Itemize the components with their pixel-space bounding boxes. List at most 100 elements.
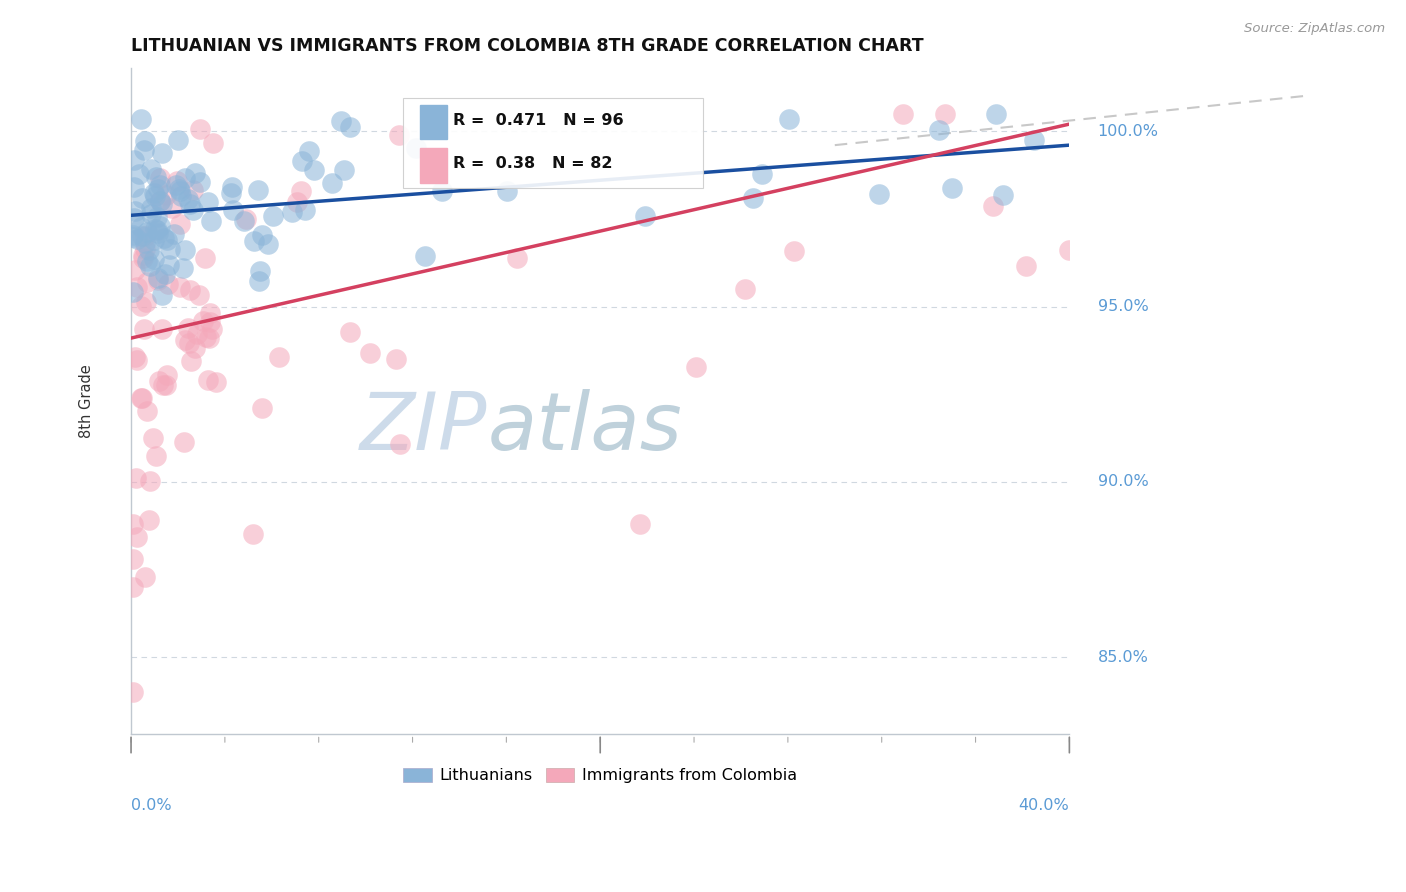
Point	[155, 378, 177, 392]
Point	[194, 329, 217, 343]
Point	[122, 230, 145, 244]
Point	[124, 180, 146, 194]
Point	[138, 513, 160, 527]
Point	[142, 186, 165, 200]
Point	[127, 353, 149, 368]
Point	[201, 136, 224, 150]
Point	[219, 186, 242, 200]
Point	[122, 580, 145, 594]
Point	[297, 145, 319, 159]
Point	[249, 264, 271, 278]
Point	[125, 471, 148, 485]
Point	[221, 203, 243, 218]
Point	[138, 243, 160, 257]
Point	[177, 336, 200, 351]
Point	[152, 231, 174, 245]
Text: 0.0%: 0.0%	[131, 797, 172, 813]
Point	[221, 180, 243, 194]
Point	[148, 374, 170, 388]
Point	[146, 210, 169, 224]
FancyBboxPatch shape	[420, 148, 447, 183]
Point	[139, 474, 162, 488]
Point	[146, 273, 169, 287]
Point	[122, 153, 145, 168]
Point	[201, 322, 224, 336]
Point	[177, 192, 200, 206]
Point	[155, 187, 177, 202]
Point	[129, 391, 152, 405]
Point	[143, 222, 166, 236]
Point	[153, 267, 176, 281]
Point	[628, 516, 651, 531]
Point	[246, 183, 269, 197]
Point	[131, 229, 153, 244]
Point	[149, 219, 172, 233]
Point	[167, 181, 190, 195]
Point	[233, 214, 256, 228]
Point	[141, 207, 163, 221]
Point	[122, 552, 145, 566]
Point	[156, 368, 179, 382]
Point	[166, 174, 188, 188]
Point	[134, 235, 156, 250]
Point	[339, 120, 361, 134]
Point	[180, 354, 202, 368]
Point	[388, 128, 411, 143]
Point	[181, 202, 204, 217]
Text: 95.0%: 95.0%	[1098, 299, 1149, 314]
Point	[157, 258, 180, 272]
Point	[204, 375, 226, 389]
Point	[302, 162, 325, 177]
Point	[506, 251, 529, 265]
Point	[139, 259, 162, 273]
Point	[122, 685, 145, 699]
Point	[134, 229, 156, 244]
Point	[868, 186, 890, 201]
Point	[173, 171, 195, 186]
Point	[129, 219, 152, 234]
Point	[186, 327, 208, 342]
Point	[981, 199, 1004, 213]
Point	[197, 373, 219, 387]
Point	[634, 210, 657, 224]
Point	[135, 254, 157, 268]
Point	[685, 359, 707, 374]
Point	[734, 282, 756, 296]
Point	[139, 162, 162, 177]
Point	[934, 106, 956, 120]
Point	[131, 391, 153, 405]
Text: ZIP: ZIP	[360, 389, 488, 467]
Point	[124, 350, 146, 364]
Point	[198, 306, 221, 320]
Point	[993, 188, 1015, 202]
Point	[150, 322, 173, 336]
Point	[291, 154, 314, 169]
Point	[333, 163, 356, 178]
Point	[778, 112, 800, 127]
Text: 100.0%: 100.0%	[1098, 124, 1159, 138]
Point	[419, 166, 441, 180]
Point	[1022, 133, 1045, 147]
Point	[135, 403, 157, 417]
Point	[198, 331, 221, 345]
Point	[1057, 243, 1080, 257]
Point	[169, 184, 191, 198]
Point	[129, 112, 152, 127]
Point	[122, 516, 145, 531]
Point	[139, 202, 162, 216]
Point	[131, 191, 153, 205]
Point	[162, 227, 184, 241]
Text: 90.0%: 90.0%	[1098, 475, 1149, 490]
Point	[285, 194, 308, 209]
Point	[145, 223, 167, 237]
Point	[150, 197, 173, 211]
Point	[250, 401, 273, 416]
Point	[177, 321, 200, 335]
Point	[143, 233, 166, 247]
Point	[941, 181, 963, 195]
Point	[389, 437, 412, 451]
Point	[146, 226, 169, 240]
Point	[149, 194, 172, 208]
Point	[174, 243, 197, 257]
Point	[136, 225, 159, 239]
